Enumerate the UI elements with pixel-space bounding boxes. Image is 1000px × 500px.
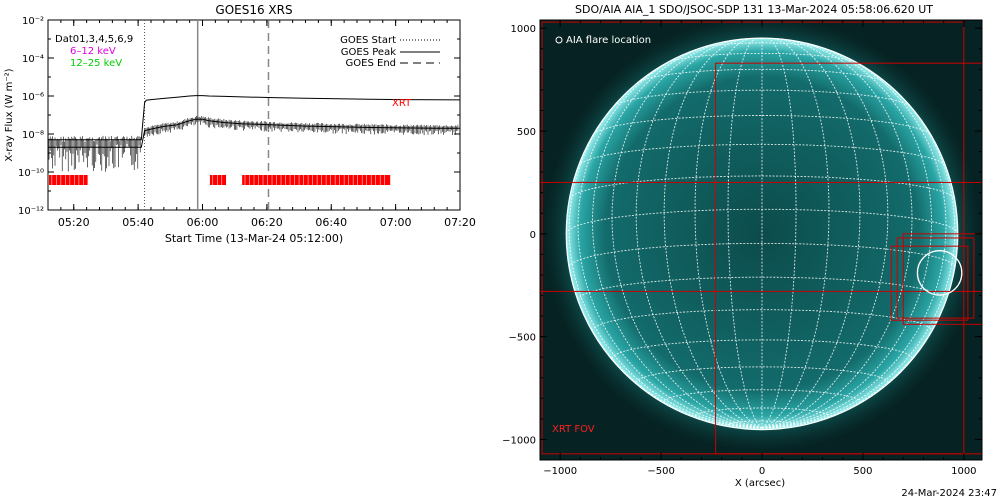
legend-6-12-kev: 6–12 keV [70,46,116,57]
aia-x-tick-label: −1000 [543,466,577,477]
legend-dat-label: Dat01,3,4,5,6,9 [55,34,133,45]
aia-x-tick-labels: −1000 −500 0 500 1000 [543,466,976,477]
longitude-line [761,39,889,429]
longitude-line [592,42,763,429]
goes-legend-left: Dat01,3,4,5,6,9 6–12 keV 12–25 keV [55,34,133,69]
longitude-line [663,38,763,429]
xrt-fov-box [540,181,982,292]
xrt-coverage-segment [209,175,227,185]
aia-x-axis-label: X (arcsec) [735,478,785,489]
longitude-line [727,37,763,429]
longitude-line [761,37,797,429]
latitude-line [611,339,913,359]
xrt-fov-label: XRT FOV [552,424,595,435]
xrt-fov-box [896,237,975,319]
goes-y-tick-label: 10⁻⁸ [22,130,44,141]
goes-axis-ticks [47,19,461,211]
goes-series-line-1 [48,95,461,141]
goes-legend-right: GOES Start GOES Peak GOES End [340,35,440,69]
legend-goes-peak: GOES Peak [341,47,396,58]
latitude-line [613,89,911,107]
longitude-line [635,39,763,429]
goes-y-axis-label: X-ray Flux (W m⁻²) [4,68,15,161]
aia-x-tick-label: 0 [759,466,765,477]
aia-plot-frame [539,19,983,461]
xrt-coverage-segment [242,175,391,185]
aia-flare-location-marker [916,250,963,296]
legend-12-25-kev: 12–25 keV [70,58,122,69]
goes-title: GOES16 XRS [215,3,292,17]
goes-x-tick-label: 06:00 [187,216,219,229]
goes-y-tick-label: 10⁻² [22,16,44,27]
goes-x-axis-label: Start Time (13-Mar-24 05:12:00) [165,232,343,245]
goes-x-tick-label: 07:00 [380,216,412,229]
aia-y-tick-labels: 1000 500 0 −500 −1000 [502,24,536,446]
aia-y-tick-label: 1000 [511,24,536,35]
aia-x-tick-label: 500 [853,466,872,477]
xrt-fov-box [890,245,969,321]
goes-y-tick-label: 10⁻¹⁰ [18,168,44,179]
latitude-line [568,242,956,268]
aia-x-tick-label: −500 [647,466,674,477]
xrt-fov-boxes [540,21,982,455]
latitude-line [699,42,825,49]
goes-y-tick-label: 10⁻¹² [18,206,44,217]
goes-x-tick-label: 05:40 [122,216,154,229]
longitude-line [761,49,947,429]
goes-noise-band [48,115,459,172]
goes-x-tick-label: 06:20 [251,216,283,229]
goes-panel: GOES16 XRS 10⁻² 10⁻⁴ 10⁻⁶ 10⁻⁸ 10⁻¹⁰ 10⁻¹² 05… [4,3,476,245]
aia-y-tick-label: −500 [509,333,536,344]
longitude-line [568,79,763,429]
aia-legend-text: AIA flare location [566,35,651,46]
latitude-line [569,175,955,200]
goes-x-tick-labels: 05:20 05:40 06:00 06:20 06:40 07:00 07:20 [58,216,476,229]
longitude-line [611,40,763,429]
goes-y-tick-label: 10⁻⁴ [22,54,44,65]
goes-x-tick-label: 07:20 [444,216,476,229]
legend-goes-start: GOES Start [340,35,396,46]
latitude-line [637,68,887,83]
goes-y-tick-labels: 10⁻² 10⁻⁴ 10⁻⁶ 10⁻⁸ 10⁻¹⁰ 10⁻¹² [18,16,44,217]
legend-goes-end: GOES End [346,58,396,69]
aia-x-tick-label: 1000 [951,466,976,477]
longitude-line [761,38,861,429]
longitude-line [577,49,763,429]
aia-panel: SDO/AIA AIA_1 SDO/JSOC-SDP 131 13-Mar-20… [502,3,983,489]
goes-series-lines [48,95,461,148]
xrt-series-label: XRT [392,98,412,109]
xrt-fov-box [715,62,982,455]
goes-x-tick-label: 06:40 [315,216,347,229]
goes-y-tick-label: 10⁻⁶ [22,92,44,103]
aia-y-tick-label: 500 [517,127,536,138]
aia-legend-circle-icon [555,36,563,44]
longitude-line [761,42,933,429]
goes-x-tick-label: 05:20 [58,216,90,229]
aia-axis-ticks [540,20,982,460]
aia-y-tick-label: −1000 [502,435,536,446]
goes-xrt-coverage [49,175,391,185]
aia-title: SDO/AIA AIA_1 SDO/JSOC-SDP 131 13-Mar-20… [575,3,933,16]
goes-series-line-2 [48,118,460,148]
latitude-line [593,115,931,135]
xrt-coverage-segment [49,175,88,185]
footer-timestamp: 24-Mar-2024 23:47 [901,488,997,499]
aia-y-tick-label: 0 [530,230,536,241]
